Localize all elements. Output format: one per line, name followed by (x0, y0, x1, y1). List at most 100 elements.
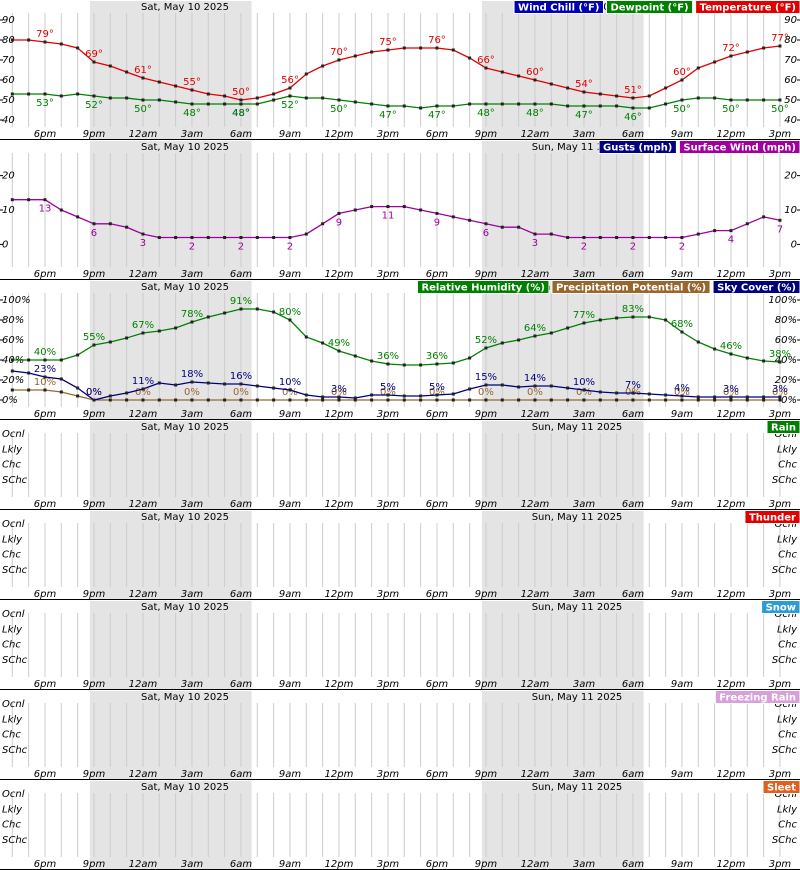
time-label: 12am (129, 589, 158, 600)
data-point (174, 326, 178, 330)
data-point (108, 340, 112, 344)
value-label: 5% (429, 382, 445, 393)
value-label: 0% (772, 387, 788, 398)
time-label: 3pm (377, 129, 400, 140)
value-label: 46% (720, 341, 742, 352)
time-label: 6am (622, 859, 644, 870)
y-tick-label: 70 (784, 55, 797, 66)
value-label: 0% (723, 387, 739, 398)
night-shade (481, 511, 644, 599)
y-tick-label: 20 (2, 171, 15, 182)
data-point (500, 341, 504, 345)
data-point (500, 102, 504, 106)
legend-box (766, 420, 800, 434)
value-label: 0% (478, 387, 494, 398)
y-tick-label: 60 (784, 75, 797, 86)
data-point (272, 98, 276, 102)
y-tick-label: 50 (784, 95, 797, 106)
value-label: 80% (279, 307, 301, 318)
y-tick-label: Ocnl (2, 429, 25, 440)
data-point (598, 104, 602, 108)
y-tick-label: Ocnl (775, 789, 798, 800)
series-line (12, 93, 780, 109)
data-point (108, 96, 112, 100)
time-label: 6am (622, 499, 644, 510)
value-label: 54° (575, 79, 593, 90)
date-label: Sun, May 11 2025 (532, 422, 623, 433)
value-label: 83% (622, 304, 644, 315)
time-label: 9am (671, 409, 693, 420)
data-point (647, 392, 651, 396)
time-label: 3pm (769, 589, 792, 600)
time-label: 9am (279, 409, 301, 420)
value-label: 9 (434, 217, 440, 228)
data-point (92, 398, 96, 402)
y-tick-label: Chc (2, 820, 21, 831)
time-label: 6pm (34, 859, 57, 870)
y-tick-label: Ocnl (2, 699, 25, 710)
time-label: 12am (521, 679, 550, 690)
data-point (386, 48, 390, 52)
data-point (451, 398, 455, 402)
time-label: 6am (230, 269, 252, 280)
time-label: 9am (279, 859, 301, 870)
value-label: 49% (328, 338, 350, 349)
data-point (157, 236, 161, 239)
time-label: 3pm (377, 269, 400, 280)
value-label: 4 (728, 235, 734, 246)
value-label: 72° (722, 43, 740, 54)
value-label: 10% (34, 377, 56, 388)
data-point (288, 398, 292, 402)
data-point (321, 341, 325, 345)
y-tick-label: Lkly (777, 534, 798, 545)
legend-box (695, 0, 800, 14)
data-point (402, 205, 406, 209)
time-label: 3am (573, 679, 595, 690)
time-label: 9pm (475, 859, 498, 870)
data-point (615, 398, 619, 402)
data-point (468, 356, 472, 360)
data-point (190, 398, 194, 402)
data-point (337, 349, 341, 353)
data-point (582, 398, 586, 402)
data-point (10, 198, 14, 202)
data-point (582, 104, 586, 108)
data-point (223, 398, 227, 402)
data-point (10, 388, 14, 392)
value-label: 0% (135, 387, 151, 398)
data-point (174, 398, 178, 402)
data-point (468, 56, 472, 60)
data-point (353, 396, 357, 400)
data-point (615, 94, 619, 98)
y-tick-label: Ocnl (775, 699, 798, 710)
time-label: 12am (521, 269, 550, 280)
data-point (125, 398, 129, 402)
value-label: 68% (671, 319, 693, 330)
value-label: 76° (428, 35, 446, 46)
y-tick-label: SChc (2, 475, 28, 486)
time-label: 9pm (475, 769, 498, 780)
data-point (272, 398, 276, 402)
data-point (500, 383, 504, 387)
time-label: 12pm (325, 589, 354, 600)
legend-label: Freezing Rain (719, 693, 796, 704)
data-point (288, 94, 292, 98)
data-point (680, 394, 684, 398)
data-point (92, 60, 96, 64)
y-tick-label: Chc (2, 730, 21, 741)
date-label: Sat, May 10 2025 (141, 512, 229, 523)
y-tick-label: 80% (2, 315, 24, 326)
data-point (500, 225, 504, 229)
value-label: 51° (624, 85, 642, 96)
y-tick-label: 20% (2, 375, 24, 386)
data-point (43, 40, 47, 44)
night-shade (481, 781, 644, 869)
legend-label: Dewpoint (°F) (610, 3, 688, 14)
data-point (353, 208, 357, 212)
data-point (27, 198, 31, 202)
night-shade (481, 601, 644, 689)
time-label: 6am (230, 409, 252, 420)
data-point (239, 236, 243, 239)
data-point (76, 386, 80, 390)
time-label: 3pm (377, 859, 400, 870)
